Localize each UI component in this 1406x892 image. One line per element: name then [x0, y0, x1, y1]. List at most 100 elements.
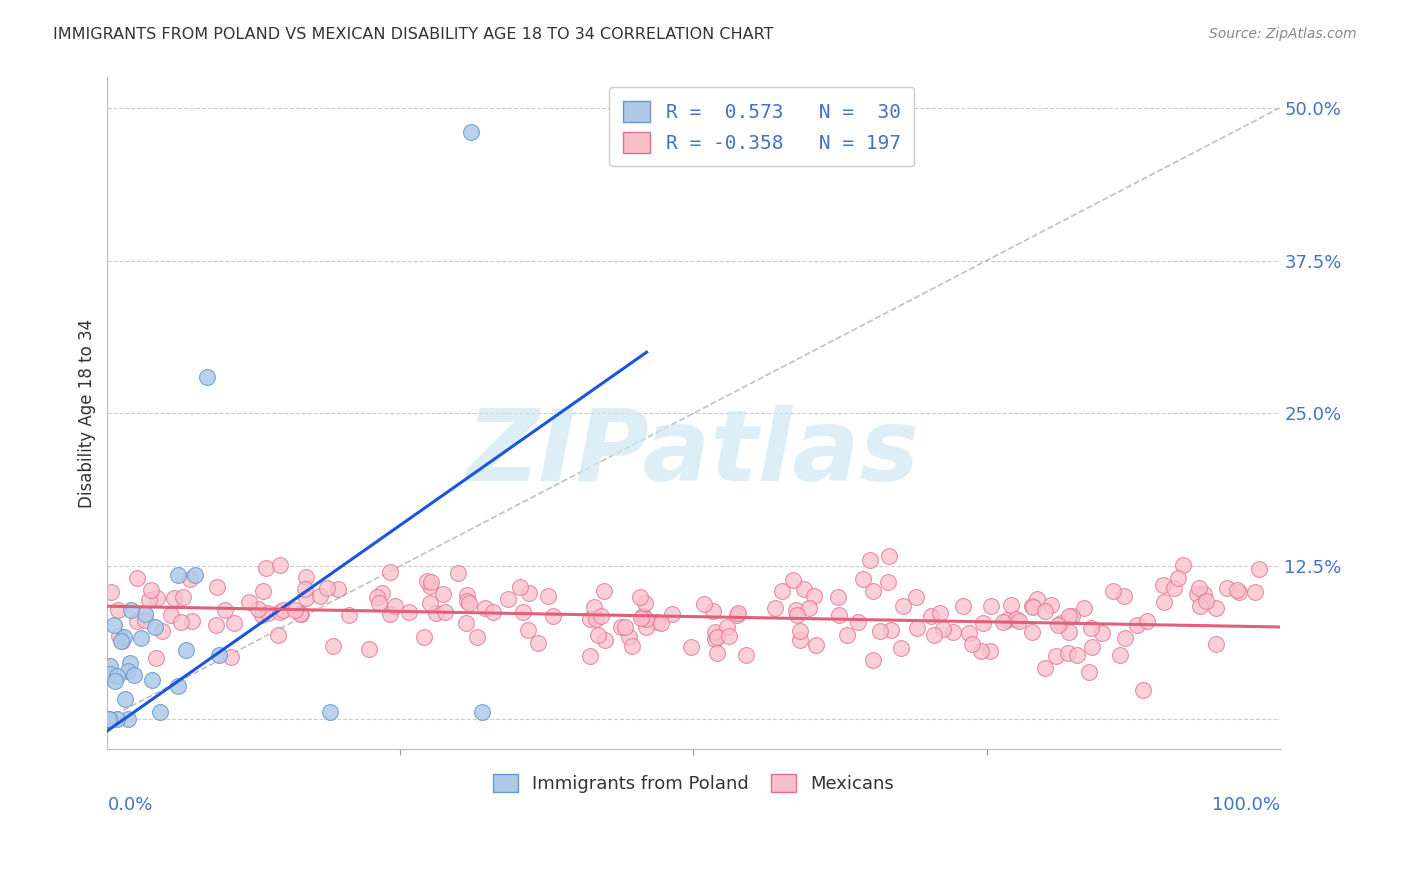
- Point: [828, 607, 851, 622]
- Point: [104, 674, 127, 689]
- Point: [328, 582, 350, 597]
- Point: [337, 608, 360, 623]
- Point: [628, 591, 651, 605]
- Point: [924, 628, 946, 642]
- Point: [1112, 590, 1135, 604]
- Point: [509, 580, 531, 594]
- Point: [631, 608, 654, 623]
- Point: [163, 591, 186, 605]
- Point: [512, 605, 534, 619]
- Point: [793, 582, 815, 596]
- Point: [143, 619, 166, 633]
- Y-axis label: Disability Age 18 to 34: Disability Age 18 to 34: [79, 318, 96, 508]
- Point: [952, 599, 974, 614]
- Point: [252, 583, 274, 598]
- Point: [704, 632, 727, 646]
- Point: [1060, 608, 1083, 623]
- Point: [1004, 612, 1026, 626]
- Point: [134, 613, 156, 627]
- Point: [1249, 562, 1271, 576]
- Point: [877, 574, 900, 589]
- Point: [621, 639, 644, 653]
- Point: [425, 607, 447, 621]
- Point: [827, 591, 849, 605]
- Point: [582, 600, 605, 615]
- Point: [905, 621, 928, 635]
- Point: [1192, 586, 1215, 600]
- Point: [205, 618, 228, 632]
- Point: [904, 590, 927, 604]
- Point: [1066, 648, 1088, 662]
- Point: [1153, 595, 1175, 609]
- Point: [1025, 592, 1047, 607]
- Point: [105, 712, 128, 726]
- Point: [516, 623, 538, 637]
- Point: [107, 603, 129, 617]
- Point: [98, 659, 121, 673]
- Text: 0.0%: 0.0%: [107, 796, 153, 814]
- Point: [1171, 558, 1194, 572]
- Point: [537, 589, 560, 603]
- Point: [517, 586, 540, 600]
- Point: [271, 602, 294, 616]
- Point: [166, 679, 188, 693]
- Point: [138, 593, 160, 607]
- Point: [465, 631, 488, 645]
- Point: [460, 125, 482, 139]
- Point: [797, 601, 820, 615]
- Point: [267, 628, 290, 642]
- Point: [789, 633, 811, 648]
- Point: [1073, 601, 1095, 615]
- Point: [98, 712, 121, 726]
- Point: [782, 573, 804, 587]
- Point: [219, 649, 242, 664]
- Point: [803, 589, 825, 603]
- Point: [250, 608, 273, 623]
- Point: [735, 648, 758, 662]
- Point: [238, 594, 260, 608]
- Point: [634, 596, 657, 610]
- Point: [295, 570, 318, 584]
- Point: [378, 565, 401, 579]
- Legend: Immigrants from Poland, Mexicans: Immigrants from Poland, Mexicans: [485, 767, 901, 800]
- Point: [108, 629, 131, 643]
- Point: [1057, 624, 1080, 639]
- Point: [125, 572, 148, 586]
- Point: [117, 664, 139, 678]
- Point: [526, 635, 548, 649]
- Point: [1040, 598, 1063, 612]
- Point: [1188, 581, 1211, 595]
- Point: [942, 625, 965, 640]
- Point: [172, 590, 194, 604]
- Point: [877, 549, 900, 563]
- Point: [184, 567, 207, 582]
- Point: [770, 584, 793, 599]
- Point: [269, 605, 291, 619]
- Point: [398, 605, 420, 619]
- Point: [482, 605, 505, 619]
- Point: [98, 666, 121, 681]
- Point: [257, 606, 280, 620]
- Point: [859, 553, 882, 567]
- Point: [432, 587, 454, 601]
- Point: [458, 596, 481, 610]
- Point: [969, 644, 991, 658]
- Point: [957, 625, 980, 640]
- Point: [1205, 637, 1227, 651]
- Point: [1077, 665, 1099, 680]
- Point: [920, 608, 942, 623]
- Point: [634, 620, 657, 634]
- Point: [1163, 581, 1185, 595]
- Point: [1033, 660, 1056, 674]
- Point: [141, 673, 163, 688]
- Point: [290, 607, 312, 622]
- Point: [702, 604, 724, 618]
- Point: [384, 599, 406, 613]
- Point: [496, 592, 519, 607]
- Point: [105, 668, 128, 682]
- Point: [269, 558, 291, 573]
- Point: [1021, 625, 1043, 640]
- Point: [929, 606, 952, 620]
- Point: [378, 607, 401, 622]
- Point: [645, 615, 668, 629]
